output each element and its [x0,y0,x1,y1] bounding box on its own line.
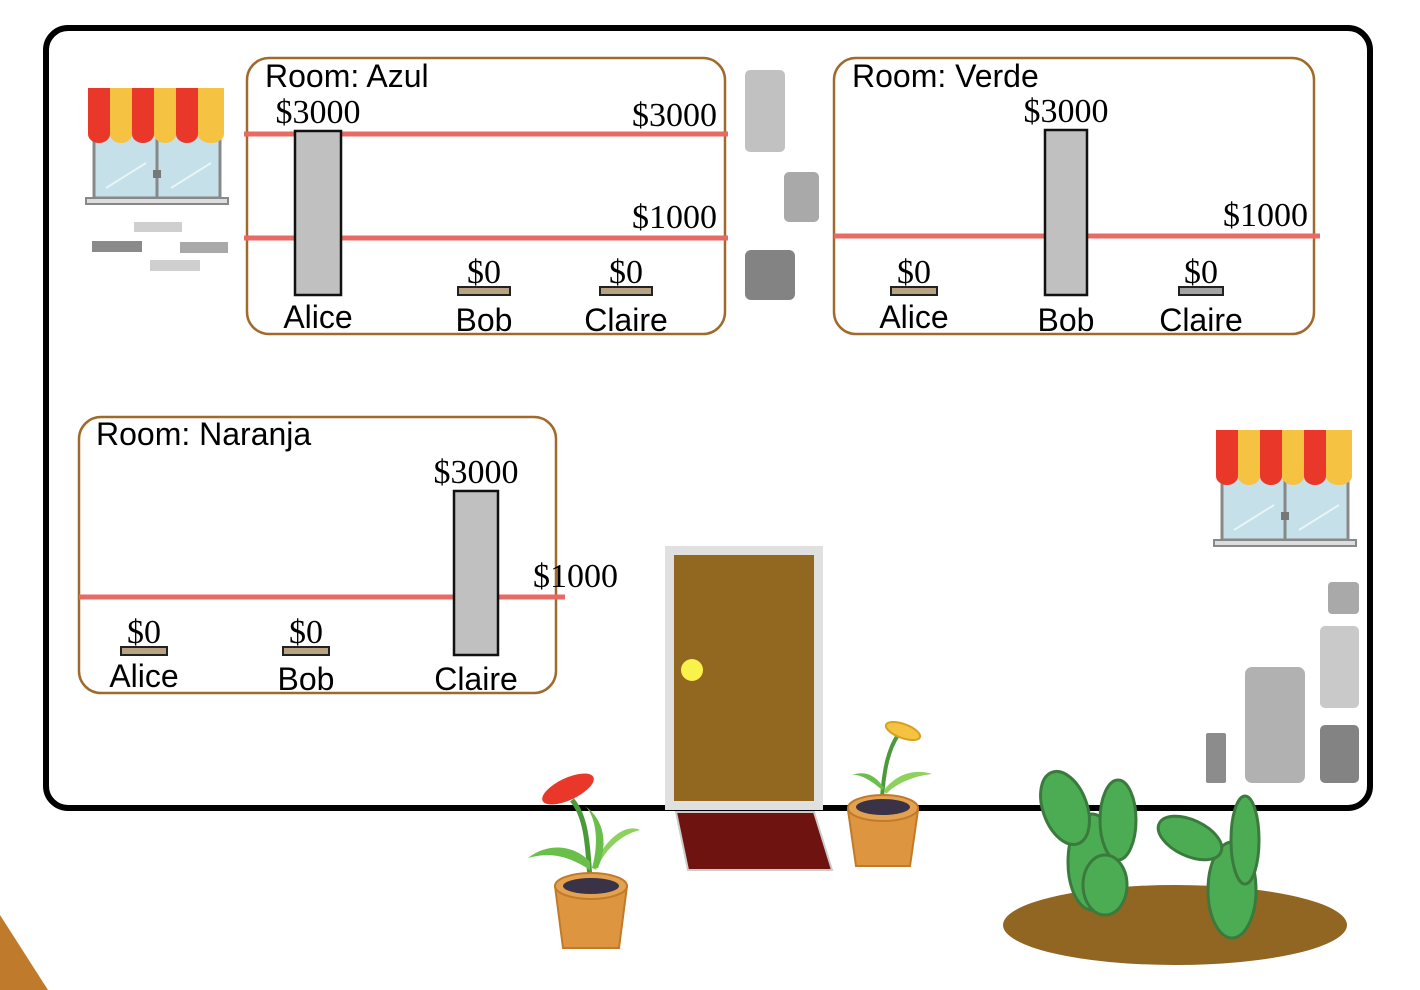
player-name: Bob [456,302,513,338]
money-bar [1178,286,1224,296]
money-label: $0 [897,254,931,291]
room-frame [77,415,558,695]
money-bar [599,286,653,296]
doormat [674,811,834,871]
player-name: Bob [1038,302,1095,338]
room-frame [832,56,1316,336]
threshold-label: $1000 [533,558,618,595]
money-label: $3000 [434,454,519,491]
money-label: $0 [467,254,501,291]
entrance-door[interactable] [665,546,823,810]
room-title: Room: Verde [852,58,1039,94]
room-title: Room: Naranja [96,416,311,452]
bricks-decoration-right [1206,582,1359,783]
money-label: $0 [127,614,161,651]
money-label: $0 [1184,254,1218,291]
player-name: Claire [434,661,518,697]
player-name: Bob [278,661,335,697]
room-azul-panel: Room: Azul $3000 $1000 $3000 Alice $0 Bob $0 Cl… [244,56,728,338]
player-name: Claire [1159,302,1243,338]
money-bar [1043,128,1089,297]
storefront-icon-right [1213,430,1357,547]
ground-corner [0,915,48,990]
money-bar [120,646,168,656]
money-label: $0 [289,614,323,651]
yellow-flower-pot [846,720,932,867]
player-name: Alice [283,299,352,335]
bricks-decoration-middle [745,70,819,300]
door-knob [681,659,703,681]
threshold-label: $3000 [632,97,717,134]
room-title: Room: Azul [265,58,429,94]
money-label: $3000 [1024,93,1109,130]
bricks-decoration [92,222,228,271]
storefront-icon [85,88,229,205]
money-bar [457,286,511,296]
money-bar [293,129,343,297]
money-label: $3000 [276,94,361,131]
red-flower-pot [528,773,640,949]
player-name: Claire [584,302,668,338]
threshold-label: $1000 [632,199,717,236]
room-frame [245,56,727,336]
money-bar [890,286,938,296]
player-name: Alice [879,299,948,335]
cactus-garden [1003,770,1347,965]
threshold-label: $1000 [1223,197,1308,234]
money-bar [452,489,500,657]
money-bar [282,646,330,656]
money-label: $0 [609,254,643,291]
room-naranja-panel: Room: Naranja $1000 $0 Alice $0 Bob $3000 Clai… [77,415,618,697]
player-name: Alice [109,658,178,694]
